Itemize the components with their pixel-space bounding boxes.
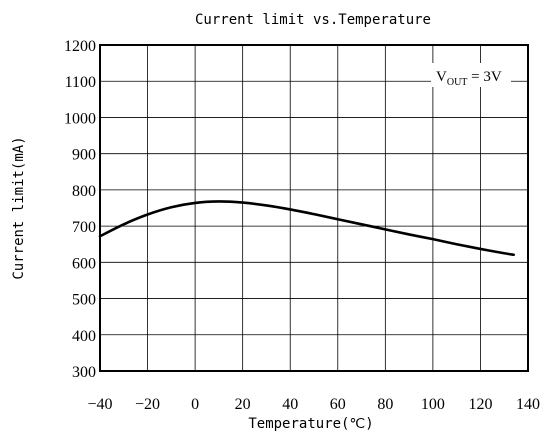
x-tick-label: 60 <box>330 396 346 413</box>
y-tick-label: 900 <box>72 147 96 164</box>
series-line <box>98 200 516 257</box>
annotation-rest: = 3V <box>467 69 501 85</box>
x-tick-label: 40 <box>282 396 298 413</box>
y-tick-label: 400 <box>72 328 96 345</box>
y-tick-label: 300 <box>72 364 96 381</box>
y-axis-label: Current limit(mA) <box>11 136 27 279</box>
x-tick-label: 20 <box>235 396 251 413</box>
y-tick-label: 1100 <box>65 74 96 91</box>
y-tick-label: 800 <box>72 183 96 200</box>
x-tick-label: 140 <box>516 396 540 413</box>
plot-frame <box>99 44 529 372</box>
y-tick-label: 700 <box>72 219 96 236</box>
x-tick-label: 120 <box>468 396 492 413</box>
y-tick-label: 1200 <box>64 38 96 55</box>
svg-text:VOUT = 3V: VOUT = 3V <box>436 69 502 88</box>
x-tick-label: −20 <box>135 396 160 413</box>
x-tick-label: 100 <box>421 396 445 413</box>
chart-title: Current limit vs.Temperature <box>195 12 431 28</box>
y-tick-label: 1000 <box>64 110 96 127</box>
y-tick-labels: 300 400 500 600 700 800 900 1000 1100 1200 <box>64 38 96 381</box>
y-tick-label: 500 <box>72 292 96 309</box>
annotation-main: V <box>436 69 447 85</box>
legend-annotation: VOUT = 3V <box>431 63 511 88</box>
grid <box>100 45 528 371</box>
x-tick-labels: −40 −20 0 20 40 60 80 100 120 140 <box>87 396 540 413</box>
x-tick-label: 0 <box>191 396 199 413</box>
x-tick-label: −40 <box>87 396 112 413</box>
x-axis-label: Temperature(℃) <box>248 416 373 432</box>
x-tick-label: 80 <box>377 396 393 413</box>
annotation-sub: OUT <box>447 77 468 88</box>
y-tick-label: 600 <box>72 255 96 272</box>
